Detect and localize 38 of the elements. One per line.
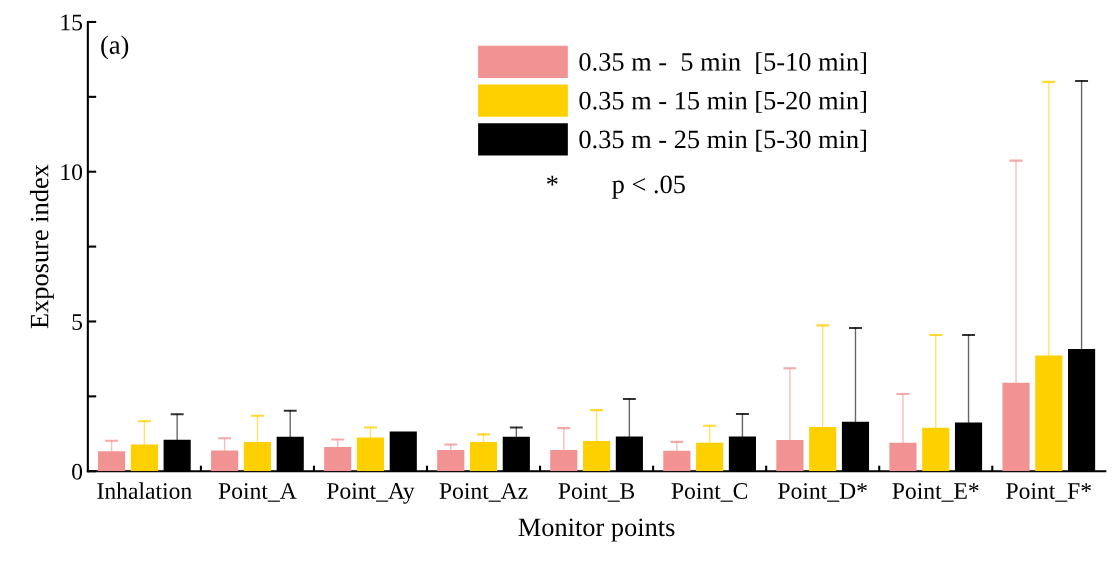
bar xyxy=(1035,355,1063,472)
x-tick-label: Point_Az xyxy=(439,483,528,502)
annotation: (a) xyxy=(101,35,129,60)
x-tick-label: Point_E* xyxy=(892,483,979,502)
x-tick-label: Point_F* xyxy=(1006,483,1091,502)
bar xyxy=(809,426,837,472)
bar xyxy=(776,440,804,472)
x-axis-title: Monitor points xyxy=(518,518,675,542)
bar xyxy=(130,444,158,472)
bar xyxy=(1002,382,1030,472)
x-tick-label: Point_D* xyxy=(778,483,867,502)
annotation: * p < .05 xyxy=(547,175,685,199)
bar xyxy=(696,442,724,472)
y-tick-label: 5 xyxy=(72,314,83,330)
y-tick-label: 0 xyxy=(72,463,83,480)
y-tick-label: 15 xyxy=(61,14,83,31)
bar xyxy=(437,449,465,472)
x-tick-label: Inhalation xyxy=(97,482,192,499)
bar xyxy=(356,437,385,472)
y-axis-title: Exposure index xyxy=(29,164,54,329)
legend-label: 0.35 m - 5 min [5-10 min] xyxy=(579,52,866,75)
x-tick-label: Point_C xyxy=(671,483,748,502)
bar xyxy=(550,449,578,472)
bar xyxy=(663,450,691,472)
bar xyxy=(98,451,126,472)
bar xyxy=(469,441,498,472)
x-tick-label: Point_Ay xyxy=(326,483,415,504)
bar xyxy=(243,441,271,472)
bar xyxy=(889,442,917,472)
y-tick-label: 10 xyxy=(61,164,83,181)
bar xyxy=(922,427,950,472)
bar xyxy=(211,450,239,472)
bar xyxy=(324,446,352,472)
legend-label: 0.35 m - 15 min [5-20 min] xyxy=(579,90,866,113)
x-tick-label: Point_B xyxy=(558,483,635,502)
bar xyxy=(583,440,611,472)
legend-label: 0.35 m - 25 min [5-30 min] xyxy=(579,129,866,152)
x-tick-label: Point_A xyxy=(218,483,297,502)
